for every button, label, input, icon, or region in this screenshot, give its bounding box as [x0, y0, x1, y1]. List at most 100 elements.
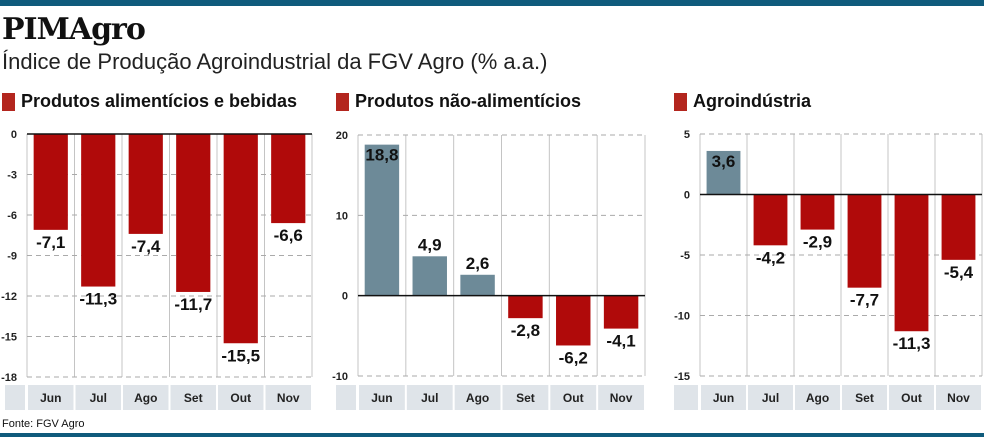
y-tick-label: -5: [680, 250, 690, 262]
category-band-cell: [795, 385, 840, 410]
y-tick-label: -10: [332, 371, 348, 383]
data-label: -6,6: [274, 226, 303, 245]
x-tick-label: Jul: [421, 391, 438, 405]
bar-ago: [800, 194, 835, 230]
x-tick-label: Jun: [371, 391, 392, 405]
bar-jul: [753, 194, 788, 246]
panel-title-nonfood: Produtos não-alimentícios: [336, 91, 581, 112]
panel-title-agro: Agroindústria: [674, 91, 811, 112]
category-band-corner: [5, 385, 25, 410]
y-tick-label: 0: [342, 291, 348, 303]
category-band-cell: [218, 385, 264, 410]
data-label: -6,2: [559, 348, 588, 367]
x-tick-label: Ago: [134, 391, 157, 405]
bar-jun: [364, 144, 400, 296]
category-band-cell: [406, 385, 453, 410]
data-label: 4,9: [418, 235, 442, 254]
category-band-cell: [502, 385, 549, 410]
data-label: 18,8: [365, 146, 398, 165]
x-tick-label: Out: [901, 391, 922, 405]
data-label: -2,8: [511, 321, 540, 340]
bar-jul: [81, 134, 116, 287]
data-label: -15,5: [221, 346, 260, 365]
y-tick-label: -10: [674, 311, 690, 323]
category-band-cell: [550, 385, 597, 410]
category-band-cell: [936, 385, 981, 410]
data-label: -11,3: [893, 334, 931, 353]
category-band-cell: [454, 385, 501, 410]
category-band-cell: [701, 385, 746, 410]
y-tick-label: 5: [684, 129, 690, 141]
y-tick-label: -6: [7, 210, 17, 222]
x-tick-label: Jul: [90, 391, 107, 405]
data-label: -7,1: [36, 233, 65, 252]
category-band-cell: [75, 385, 121, 410]
bar-jun: [706, 150, 741, 195]
source-note: Fonte: FGV Agro: [2, 418, 85, 430]
bar-set: [508, 295, 543, 319]
category-band-cell: [842, 385, 887, 410]
bar-out: [223, 134, 258, 344]
category-band-cell: [889, 385, 934, 410]
legend-square-icon: [674, 92, 687, 111]
x-tick-label: Out: [563, 391, 584, 405]
category-band-cell: [123, 385, 169, 410]
x-tick-label: Nov: [947, 391, 970, 405]
data-label: -11,7: [174, 295, 212, 314]
data-label: -7,4: [131, 237, 161, 256]
data-label: -2,9: [803, 233, 832, 252]
bar-nov: [603, 295, 639, 329]
data-label: -4,1: [606, 332, 635, 351]
x-tick-label: Ago: [806, 391, 829, 405]
data-label: 3,6: [712, 152, 736, 171]
x-tick-label: Set: [855, 391, 874, 405]
page-title: PIMAgro: [2, 12, 146, 47]
legend-square-icon: [336, 92, 349, 111]
data-label: -4,2: [756, 248, 785, 267]
bar-out: [894, 194, 929, 332]
category-band-cell: [598, 385, 644, 410]
category-band-corner: [674, 385, 698, 410]
data-label: -7,7: [850, 291, 879, 310]
bar-set: [847, 194, 882, 288]
y-tick-label: 10: [336, 210, 348, 222]
panel-title-food: Produtos alimentícios e bebidas: [2, 91, 297, 112]
bar-nov: [941, 194, 976, 260]
x-tick-label: Jun: [40, 391, 61, 405]
y-tick-label: 0: [11, 129, 17, 141]
y-tick-label: 20: [336, 130, 348, 142]
x-tick-label: Jul: [762, 391, 779, 405]
bar-out: [556, 295, 591, 346]
category-band-cell: [265, 385, 311, 410]
category-band-cell: [359, 385, 405, 410]
bar-nov: [271, 134, 306, 224]
x-tick-label: Nov: [277, 391, 300, 405]
bar-jun: [33, 134, 68, 230]
brand-top-bar: [0, 0, 984, 6]
bar-ago: [128, 134, 163, 234]
bar-set: [176, 134, 211, 292]
y-tick-label: -15: [1, 332, 17, 344]
x-tick-label: Jun: [713, 391, 734, 405]
category-band-cell: [28, 385, 74, 410]
x-tick-label: Ago: [466, 391, 489, 405]
panel-title-text: Produtos não-alimentícios: [355, 91, 582, 111]
category-band-cell: [748, 385, 793, 410]
y-tick-label: -15: [674, 371, 690, 383]
category-band-cell: [170, 385, 216, 410]
data-label: -11,3: [79, 290, 117, 309]
bar-jul: [412, 256, 447, 296]
y-tick-label: 0: [684, 190, 690, 202]
x-tick-label: Nov: [610, 391, 633, 405]
data-label: -5,4: [944, 263, 974, 282]
x-tick-label: Set: [184, 391, 203, 405]
category-band-corner: [336, 385, 356, 410]
panel-title-text: Produtos alimentícios e bebidas: [21, 91, 298, 111]
data-label: 2,6: [466, 254, 490, 273]
brand-bottom-bar: [0, 433, 984, 437]
y-tick-label: -3: [7, 170, 17, 182]
x-tick-label: Set: [516, 391, 535, 405]
bar-ago: [460, 274, 495, 296]
y-tick-label: -9: [7, 251, 17, 263]
